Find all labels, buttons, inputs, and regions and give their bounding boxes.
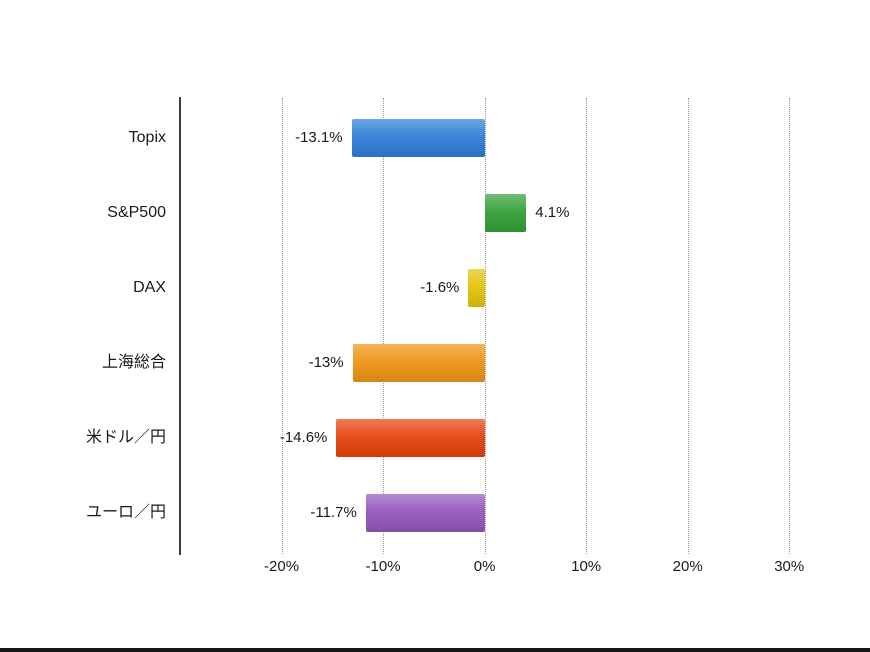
x-tick-label: 10% (571, 558, 602, 575)
value-label: 4.1% (535, 203, 570, 221)
category-label: S&P500 (107, 203, 166, 221)
bar (336, 418, 485, 457)
category-label: 上海総合 (101, 353, 166, 371)
value-label: -1.6% (420, 278, 460, 296)
bottom-border (0, 648, 870, 652)
bar (468, 268, 485, 307)
gridline (281, 98, 283, 554)
bar (484, 193, 527, 232)
value-label: -11.7% (310, 503, 357, 521)
value-label: -14.6% (279, 428, 328, 446)
x-tick-label: 0% (473, 558, 496, 575)
category-label: Topix (128, 128, 166, 146)
x-tick-label: -10% (365, 558, 401, 575)
x-tick-label: 30% (774, 558, 805, 575)
x-tick-label: 20% (672, 558, 703, 575)
bar (352, 343, 485, 382)
gridline (383, 98, 385, 554)
value-label: -13% (308, 353, 344, 371)
gridline (586, 98, 588, 554)
gridline (484, 98, 486, 554)
category-label: DAX (133, 278, 166, 296)
gridline (789, 98, 791, 554)
x-tick-label: -20% (264, 558, 300, 575)
category-label: ユーロ／円 (85, 503, 166, 521)
category-label: 米ドル／円 (85, 428, 166, 446)
value-label: -13.1% (295, 128, 343, 146)
bar (365, 493, 485, 532)
bar (351, 118, 485, 157)
y-axis-line (179, 97, 181, 555)
gridline (687, 98, 689, 554)
